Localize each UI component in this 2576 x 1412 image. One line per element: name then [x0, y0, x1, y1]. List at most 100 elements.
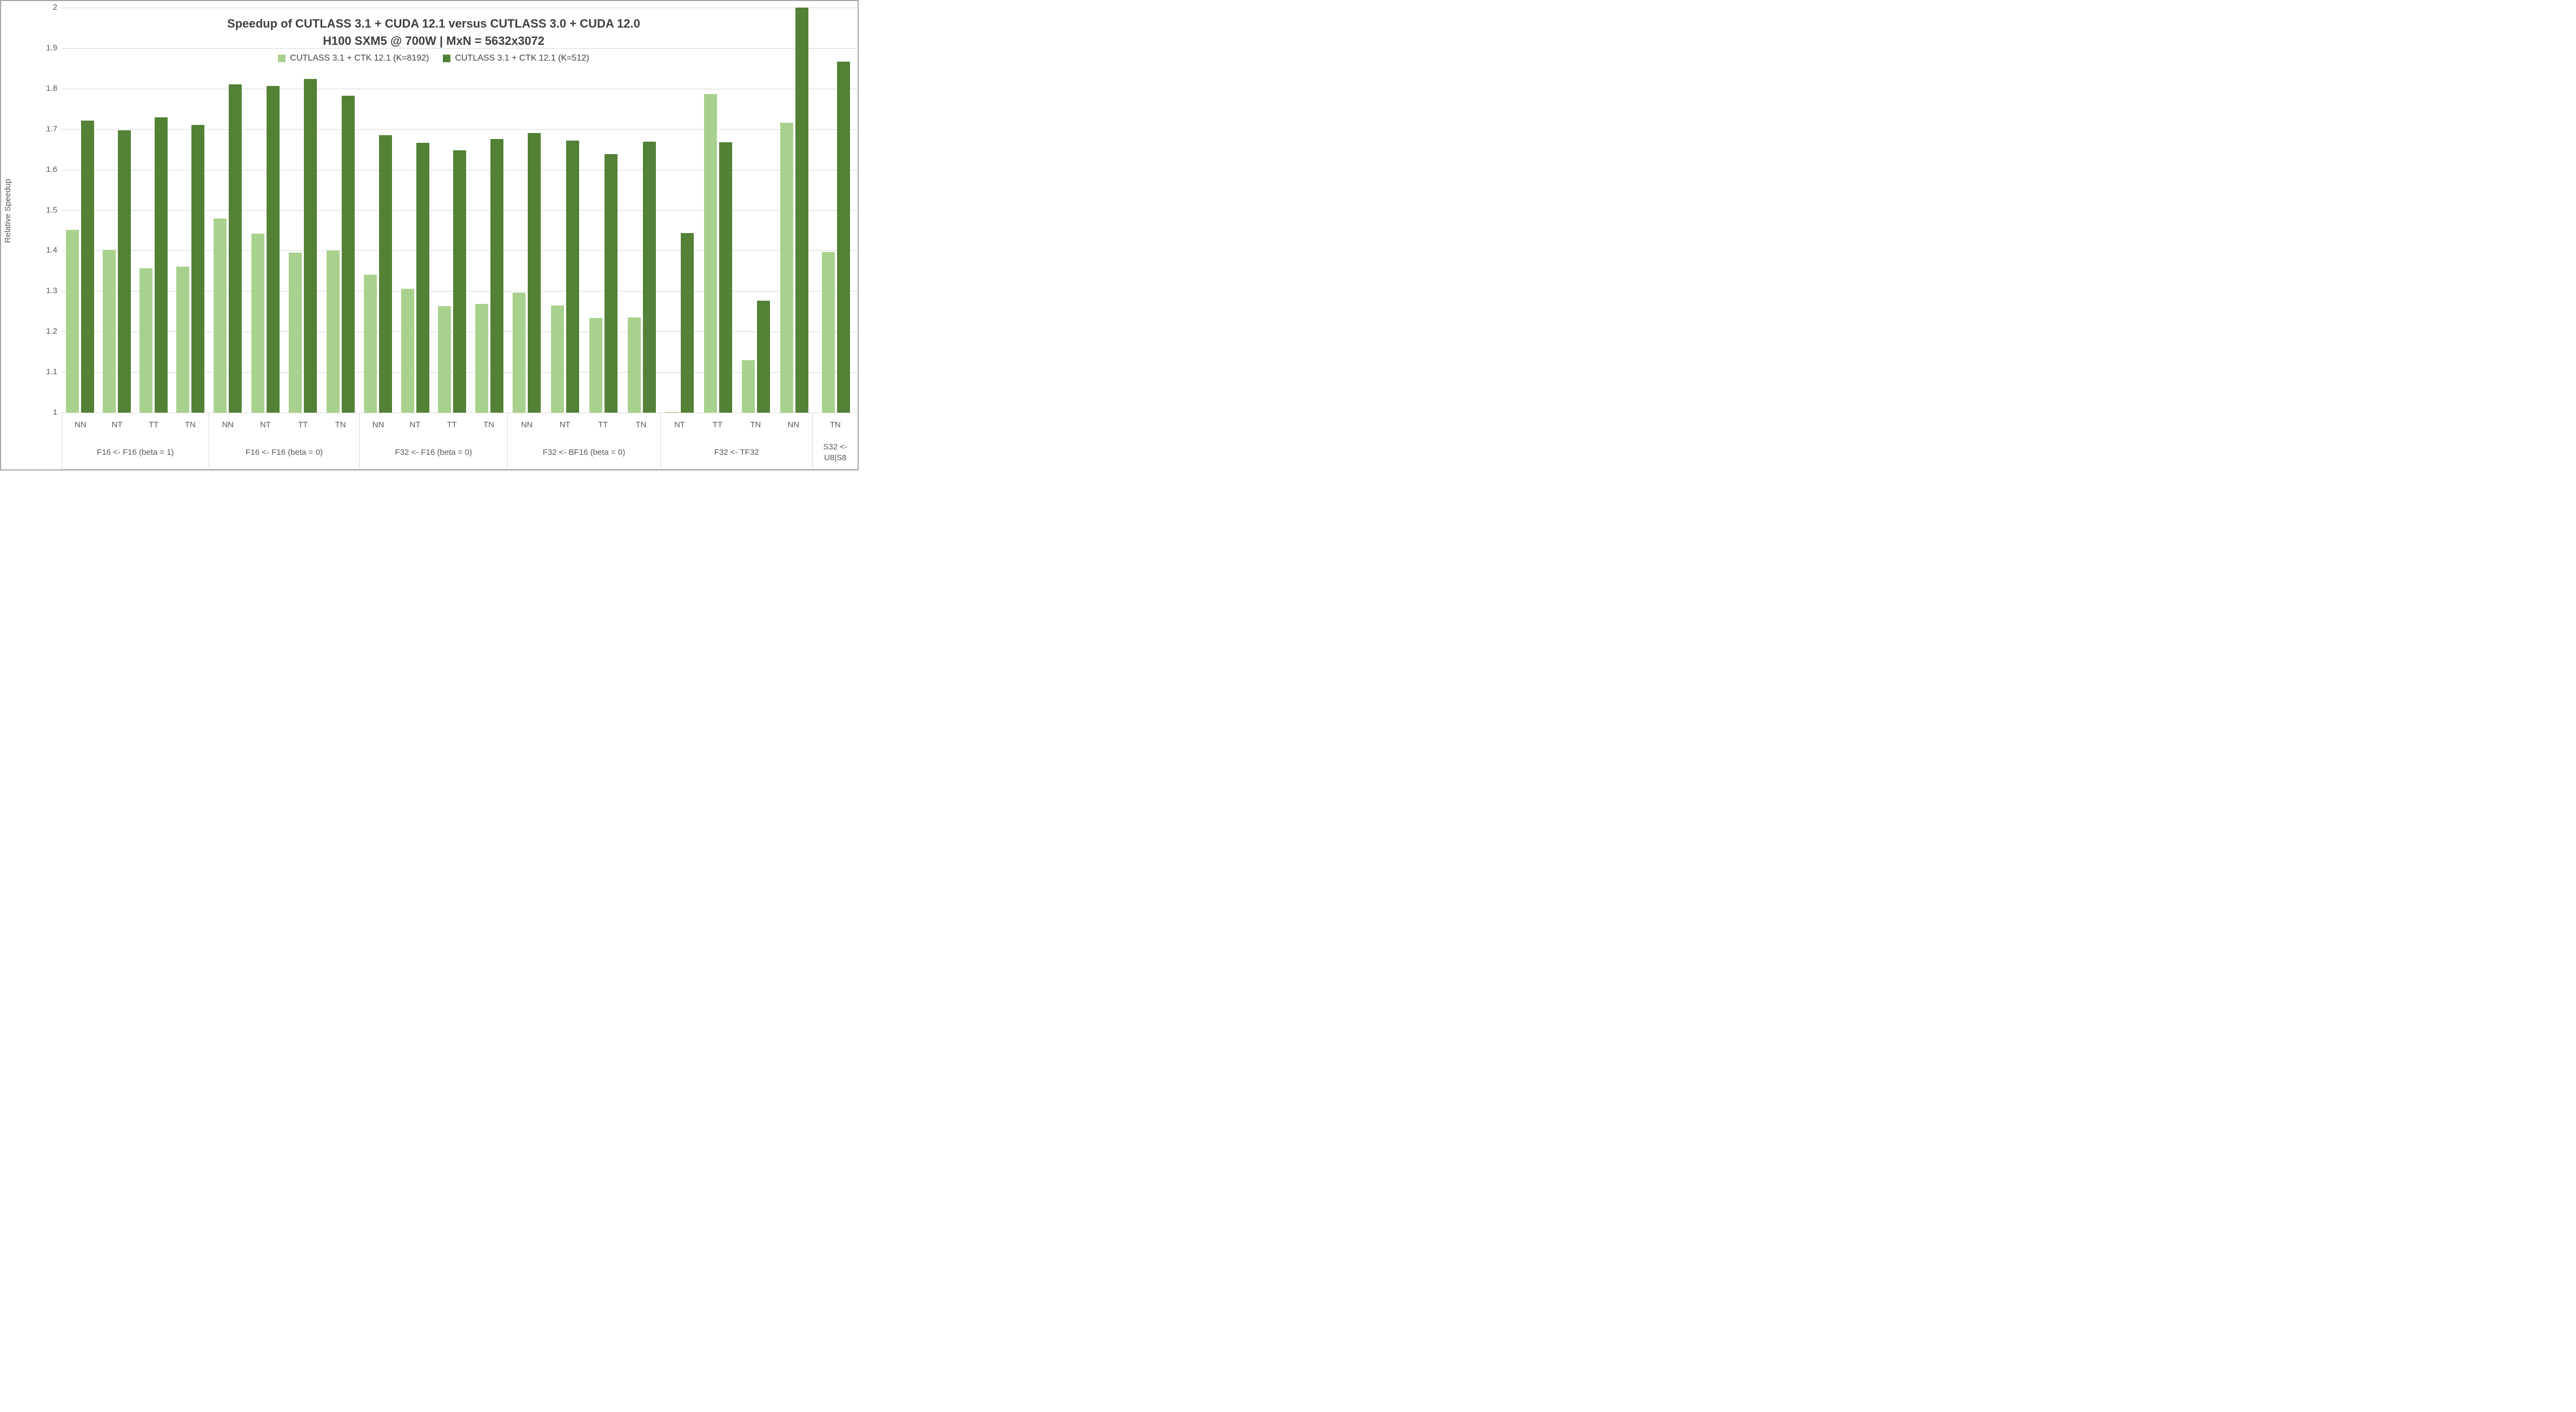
legend: CUTLASS 3.1 + CTK 12.1 (K=8192) CUTLASS …	[1, 54, 858, 63]
y-axis-tick-label: 1	[52, 408, 57, 417]
category-tick-label: TT	[149, 420, 159, 429]
bar-k512	[795, 8, 808, 413]
bar-k512	[566, 141, 580, 413]
bar-k512	[836, 62, 850, 413]
legend-swatch-icon	[278, 54, 286, 62]
category-tick-label: NT	[111, 420, 123, 429]
bar-k512	[490, 139, 503, 413]
category-tick-label: TN	[829, 420, 841, 429]
chart-subtitle: H100 SXM5 @ 700W | MxN = 5632x3072	[323, 34, 545, 48]
group-label: F16 <- F16 (beta = 0)	[245, 448, 323, 457]
category-tick-label: NN	[521, 420, 533, 429]
bar-k8192	[551, 306, 565, 413]
category-slot	[699, 8, 738, 413]
bar-k8192	[780, 123, 793, 413]
y-axis-tick-label: 1.3	[46, 286, 57, 295]
category-tick-label: TN	[335, 420, 346, 429]
y-axis-tick-label: 1.2	[46, 327, 57, 336]
bar-k512	[642, 142, 656, 413]
gridline	[62, 129, 858, 130]
bar-k8192	[364, 275, 377, 413]
chart-title: Speedup of CUTLASS 3.1 + CUDA 12.1 versu…	[227, 17, 640, 30]
chart-header: Speedup of CUTLASS 3.1 + CUDA 12.1 versu…	[1, 1, 858, 63]
y-axis-tick-label: 1.7	[46, 124, 57, 134]
bar-k512	[118, 130, 131, 413]
category-slot	[247, 8, 284, 413]
category-tick-label: TN	[184, 420, 196, 429]
x-axis-group-cell: TN S32 <- U8|S8	[812, 413, 858, 469]
category-slot	[434, 8, 471, 413]
y-axis-tick-label: 2	[52, 3, 57, 12]
bar-k8192	[742, 360, 755, 413]
category-slot	[737, 8, 775, 413]
category-tick-row: TN	[813, 413, 858, 436]
group-label: F32 <- BF16 (beta = 0)	[542, 448, 626, 457]
bar-k512	[155, 117, 168, 413]
bar-k8192	[103, 250, 116, 413]
category-tick-label: NN	[222, 420, 234, 429]
bar-k8192	[251, 234, 264, 413]
category-tick-row: NN NT TT TN	[209, 413, 360, 436]
category-tick-label: TN	[635, 420, 647, 429]
bar-group	[360, 8, 508, 413]
bar-k8192	[213, 218, 227, 413]
gridline	[62, 48, 858, 49]
category-tick-label: NN	[75, 420, 87, 429]
category-slot	[397, 8, 434, 413]
group-label: F32 <- TF32	[714, 448, 759, 457]
category-slot	[172, 8, 209, 413]
bar-k8192	[327, 250, 340, 413]
x-axis-group-cell: NN NT TT TN F16 <- F16 (beta = 1)	[62, 413, 209, 469]
category-slot	[471, 8, 508, 413]
category-tick-label: TT	[447, 420, 457, 429]
legend-swatch-icon	[443, 54, 451, 62]
category-tick-label: NT	[674, 420, 685, 429]
category-slot	[209, 8, 247, 413]
group-label: F32 <- F16 (beta = 0)	[395, 448, 473, 457]
bar-group	[661, 8, 813, 413]
bar-k512	[604, 154, 618, 413]
category-slot	[62, 8, 98, 413]
bar-k8192	[627, 317, 641, 413]
category-tick-row: NN NT TT TN	[360, 413, 507, 436]
category-tick-label: TT	[712, 420, 723, 429]
chart-frame: Relative Speedup NN NT TT TN F16 <- F16 (bet…	[0, 0, 859, 470]
bar-k512	[304, 79, 317, 413]
bar-k8192	[475, 304, 488, 413]
bar-group	[62, 8, 209, 413]
bar-k8192	[289, 253, 302, 413]
category-tick-label: TT	[298, 420, 308, 429]
bar-k8192	[821, 252, 835, 413]
category-tick-row: NN NT TT TN	[62, 413, 209, 436]
bar-k8192	[66, 230, 79, 413]
bar-k8192	[140, 268, 152, 413]
bar-k512	[416, 143, 429, 413]
y-axis-title: Relative Speedup	[3, 178, 12, 243]
bar-k8192	[666, 412, 679, 413]
y-axis-tick-label: 1.5	[46, 205, 57, 215]
y-axis-tick-label: 1.4	[46, 246, 57, 255]
legend-item-k512: CUTLASS 3.1 + CTK 12.1 (K=512)	[443, 54, 589, 63]
y-axis-tick-label: 1.9	[46, 43, 57, 52]
bar-k8192	[513, 293, 526, 413]
category-slot	[622, 8, 661, 413]
category-slot	[546, 8, 585, 413]
category-tick-label: NT	[559, 420, 570, 429]
category-slot	[360, 8, 397, 413]
bar-group	[209, 8, 360, 413]
bar-k512	[228, 84, 242, 413]
bar-group	[508, 8, 661, 413]
bar-k512	[266, 86, 280, 413]
bar-k8192	[589, 318, 602, 413]
category-slot	[508, 8, 546, 413]
bar-k512	[719, 142, 732, 413]
x-axis-labels: NN NT TT TN F16 <- F16 (beta = 1) NN NT TT TN F16…	[62, 413, 858, 469]
category-tick-label: TN	[750, 420, 761, 429]
category-slot	[322, 8, 360, 413]
category-tick-label: NT	[260, 420, 271, 429]
y-axis-tick-label: 1.1	[46, 367, 57, 376]
bar-group	[813, 8, 858, 413]
x-axis-group-cell: NN NT TT TN F32 <- BF16 (beta = 0)	[507, 413, 660, 469]
category-tick-label: NT	[409, 420, 421, 429]
bar-k512	[191, 125, 204, 413]
